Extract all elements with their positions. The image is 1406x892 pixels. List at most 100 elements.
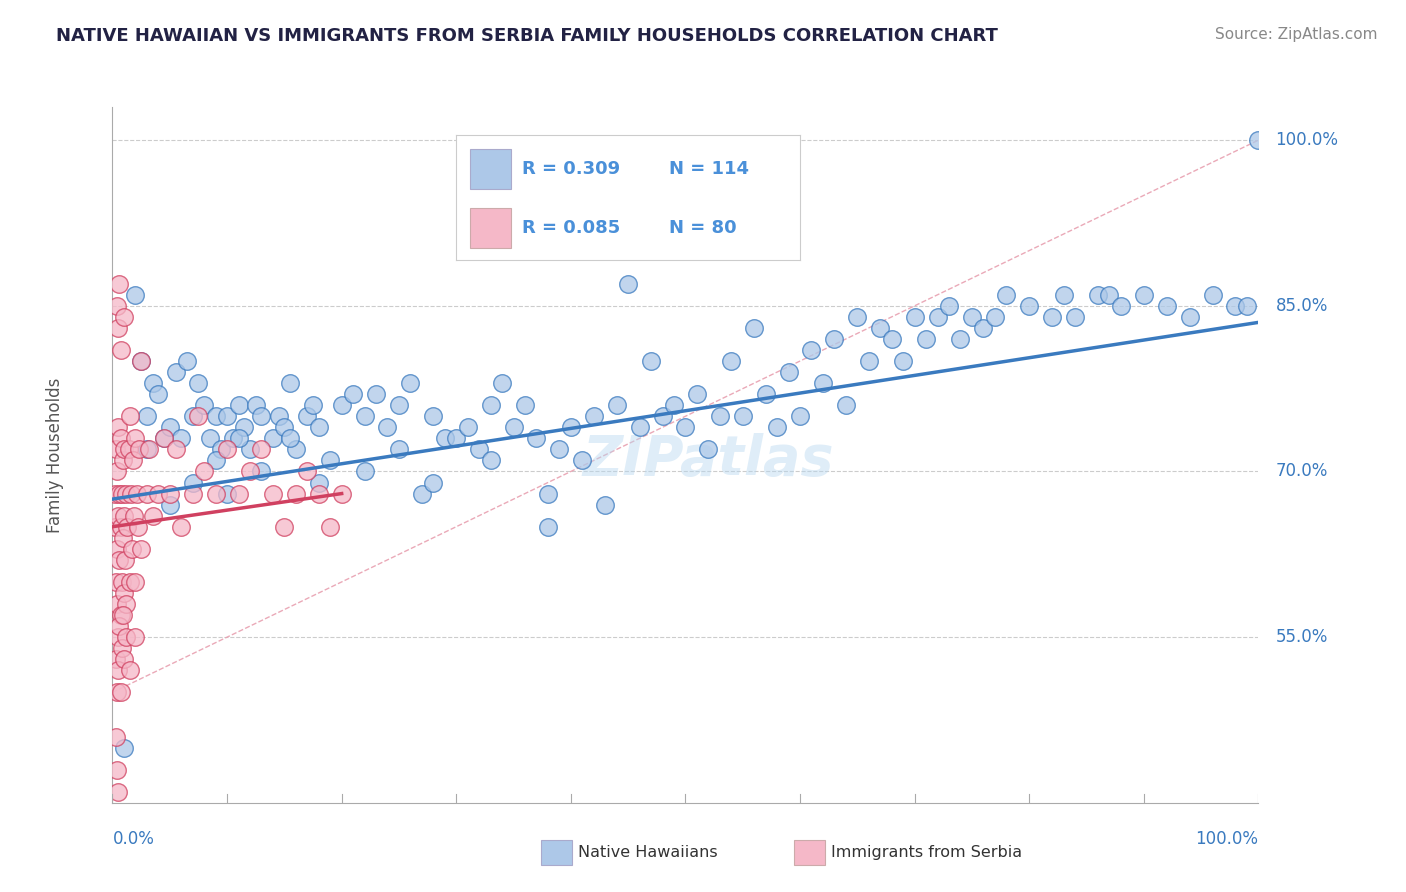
- Point: [319, 519, 342, 533]
- Point: [330, 398, 353, 412]
- Point: [1201, 287, 1223, 301]
- Text: N = 114: N = 114: [669, 160, 749, 178]
- Point: [142, 508, 165, 523]
- Point: [111, 453, 134, 467]
- Text: Source: ZipAtlas.com: Source: ZipAtlas.com: [1215, 27, 1378, 42]
- Point: [411, 486, 433, 500]
- Point: [228, 398, 250, 412]
- Text: 100.0%: 100.0%: [1195, 830, 1258, 848]
- Point: [105, 541, 128, 556]
- Point: [720, 354, 742, 368]
- Point: [107, 321, 129, 335]
- Point: [972, 321, 994, 335]
- Point: [330, 486, 353, 500]
- Point: [108, 553, 131, 567]
- Point: [778, 365, 800, 379]
- Point: [675, 420, 697, 434]
- Point: [245, 398, 267, 412]
- Point: [239, 465, 262, 479]
- Point: [159, 486, 181, 500]
- Point: [593, 221, 616, 235]
- Point: [138, 442, 160, 457]
- Point: [846, 310, 869, 324]
- Point: [984, 310, 1007, 324]
- Point: [789, 409, 811, 424]
- Point: [262, 431, 284, 445]
- Point: [606, 398, 628, 412]
- Point: [142, 376, 165, 391]
- Point: [170, 519, 193, 533]
- Point: [193, 398, 215, 412]
- Point: [353, 465, 375, 479]
- Point: [446, 431, 468, 445]
- Point: [104, 519, 127, 533]
- Point: [217, 409, 239, 424]
- Point: [105, 763, 128, 777]
- Point: [111, 486, 134, 500]
- Point: [422, 475, 444, 490]
- Text: 85.0%: 85.0%: [1275, 297, 1327, 315]
- Point: [124, 630, 146, 644]
- Text: N = 80: N = 80: [669, 219, 737, 236]
- Point: [170, 431, 193, 445]
- Point: [107, 630, 129, 644]
- Point: [111, 531, 134, 545]
- Point: [1109, 299, 1132, 313]
- Point: [110, 608, 132, 623]
- Point: [835, 398, 858, 412]
- Point: [709, 409, 731, 424]
- Point: [731, 409, 754, 424]
- Point: [181, 409, 204, 424]
- Point: [187, 376, 209, 391]
- Text: Immigrants from Serbia: Immigrants from Serbia: [831, 846, 1022, 860]
- Text: R = 0.085: R = 0.085: [522, 219, 620, 236]
- Point: [891, 354, 914, 368]
- Point: [513, 398, 536, 412]
- Point: [105, 597, 128, 611]
- Point: [124, 431, 146, 445]
- Point: [122, 453, 145, 467]
- Point: [110, 431, 132, 445]
- Point: [193, 465, 215, 479]
- Point: [159, 420, 181, 434]
- Point: [388, 398, 411, 412]
- Point: [308, 486, 330, 500]
- Point: [181, 486, 204, 500]
- Point: [1052, 287, 1074, 301]
- Point: [153, 431, 176, 445]
- Point: [628, 420, 651, 434]
- Point: [228, 431, 250, 445]
- Text: NATIVE HAWAIIAN VS IMMIGRANTS FROM SERBIA FAMILY HOUSEHOLDS CORRELATION CHART: NATIVE HAWAIIAN VS IMMIGRANTS FROM SERBI…: [56, 27, 998, 45]
- Point: [204, 453, 226, 467]
- Point: [995, 287, 1018, 301]
- Point: [187, 409, 209, 424]
- Point: [526, 431, 548, 445]
- Point: [593, 498, 616, 512]
- Point: [686, 387, 709, 401]
- Point: [107, 785, 129, 799]
- Point: [198, 431, 221, 445]
- Point: [273, 420, 295, 434]
- Point: [112, 508, 135, 523]
- Point: [108, 486, 131, 500]
- Point: [468, 442, 491, 457]
- Point: [823, 332, 845, 346]
- Point: [108, 619, 131, 633]
- Point: [308, 475, 330, 490]
- Point: [181, 475, 204, 490]
- Point: [112, 586, 135, 600]
- Point: [120, 486, 142, 500]
- Point: [399, 376, 422, 391]
- Point: [104, 652, 127, 666]
- Point: [165, 365, 187, 379]
- Point: [228, 486, 250, 500]
- Point: [1178, 310, 1201, 324]
- Point: [651, 409, 673, 424]
- Point: [111, 574, 134, 589]
- Point: [110, 343, 132, 357]
- Point: [135, 486, 157, 500]
- Point: [1225, 299, 1247, 313]
- Point: [129, 354, 152, 368]
- Point: [115, 630, 138, 644]
- Text: ZIPatlas: ZIPatlas: [582, 434, 834, 487]
